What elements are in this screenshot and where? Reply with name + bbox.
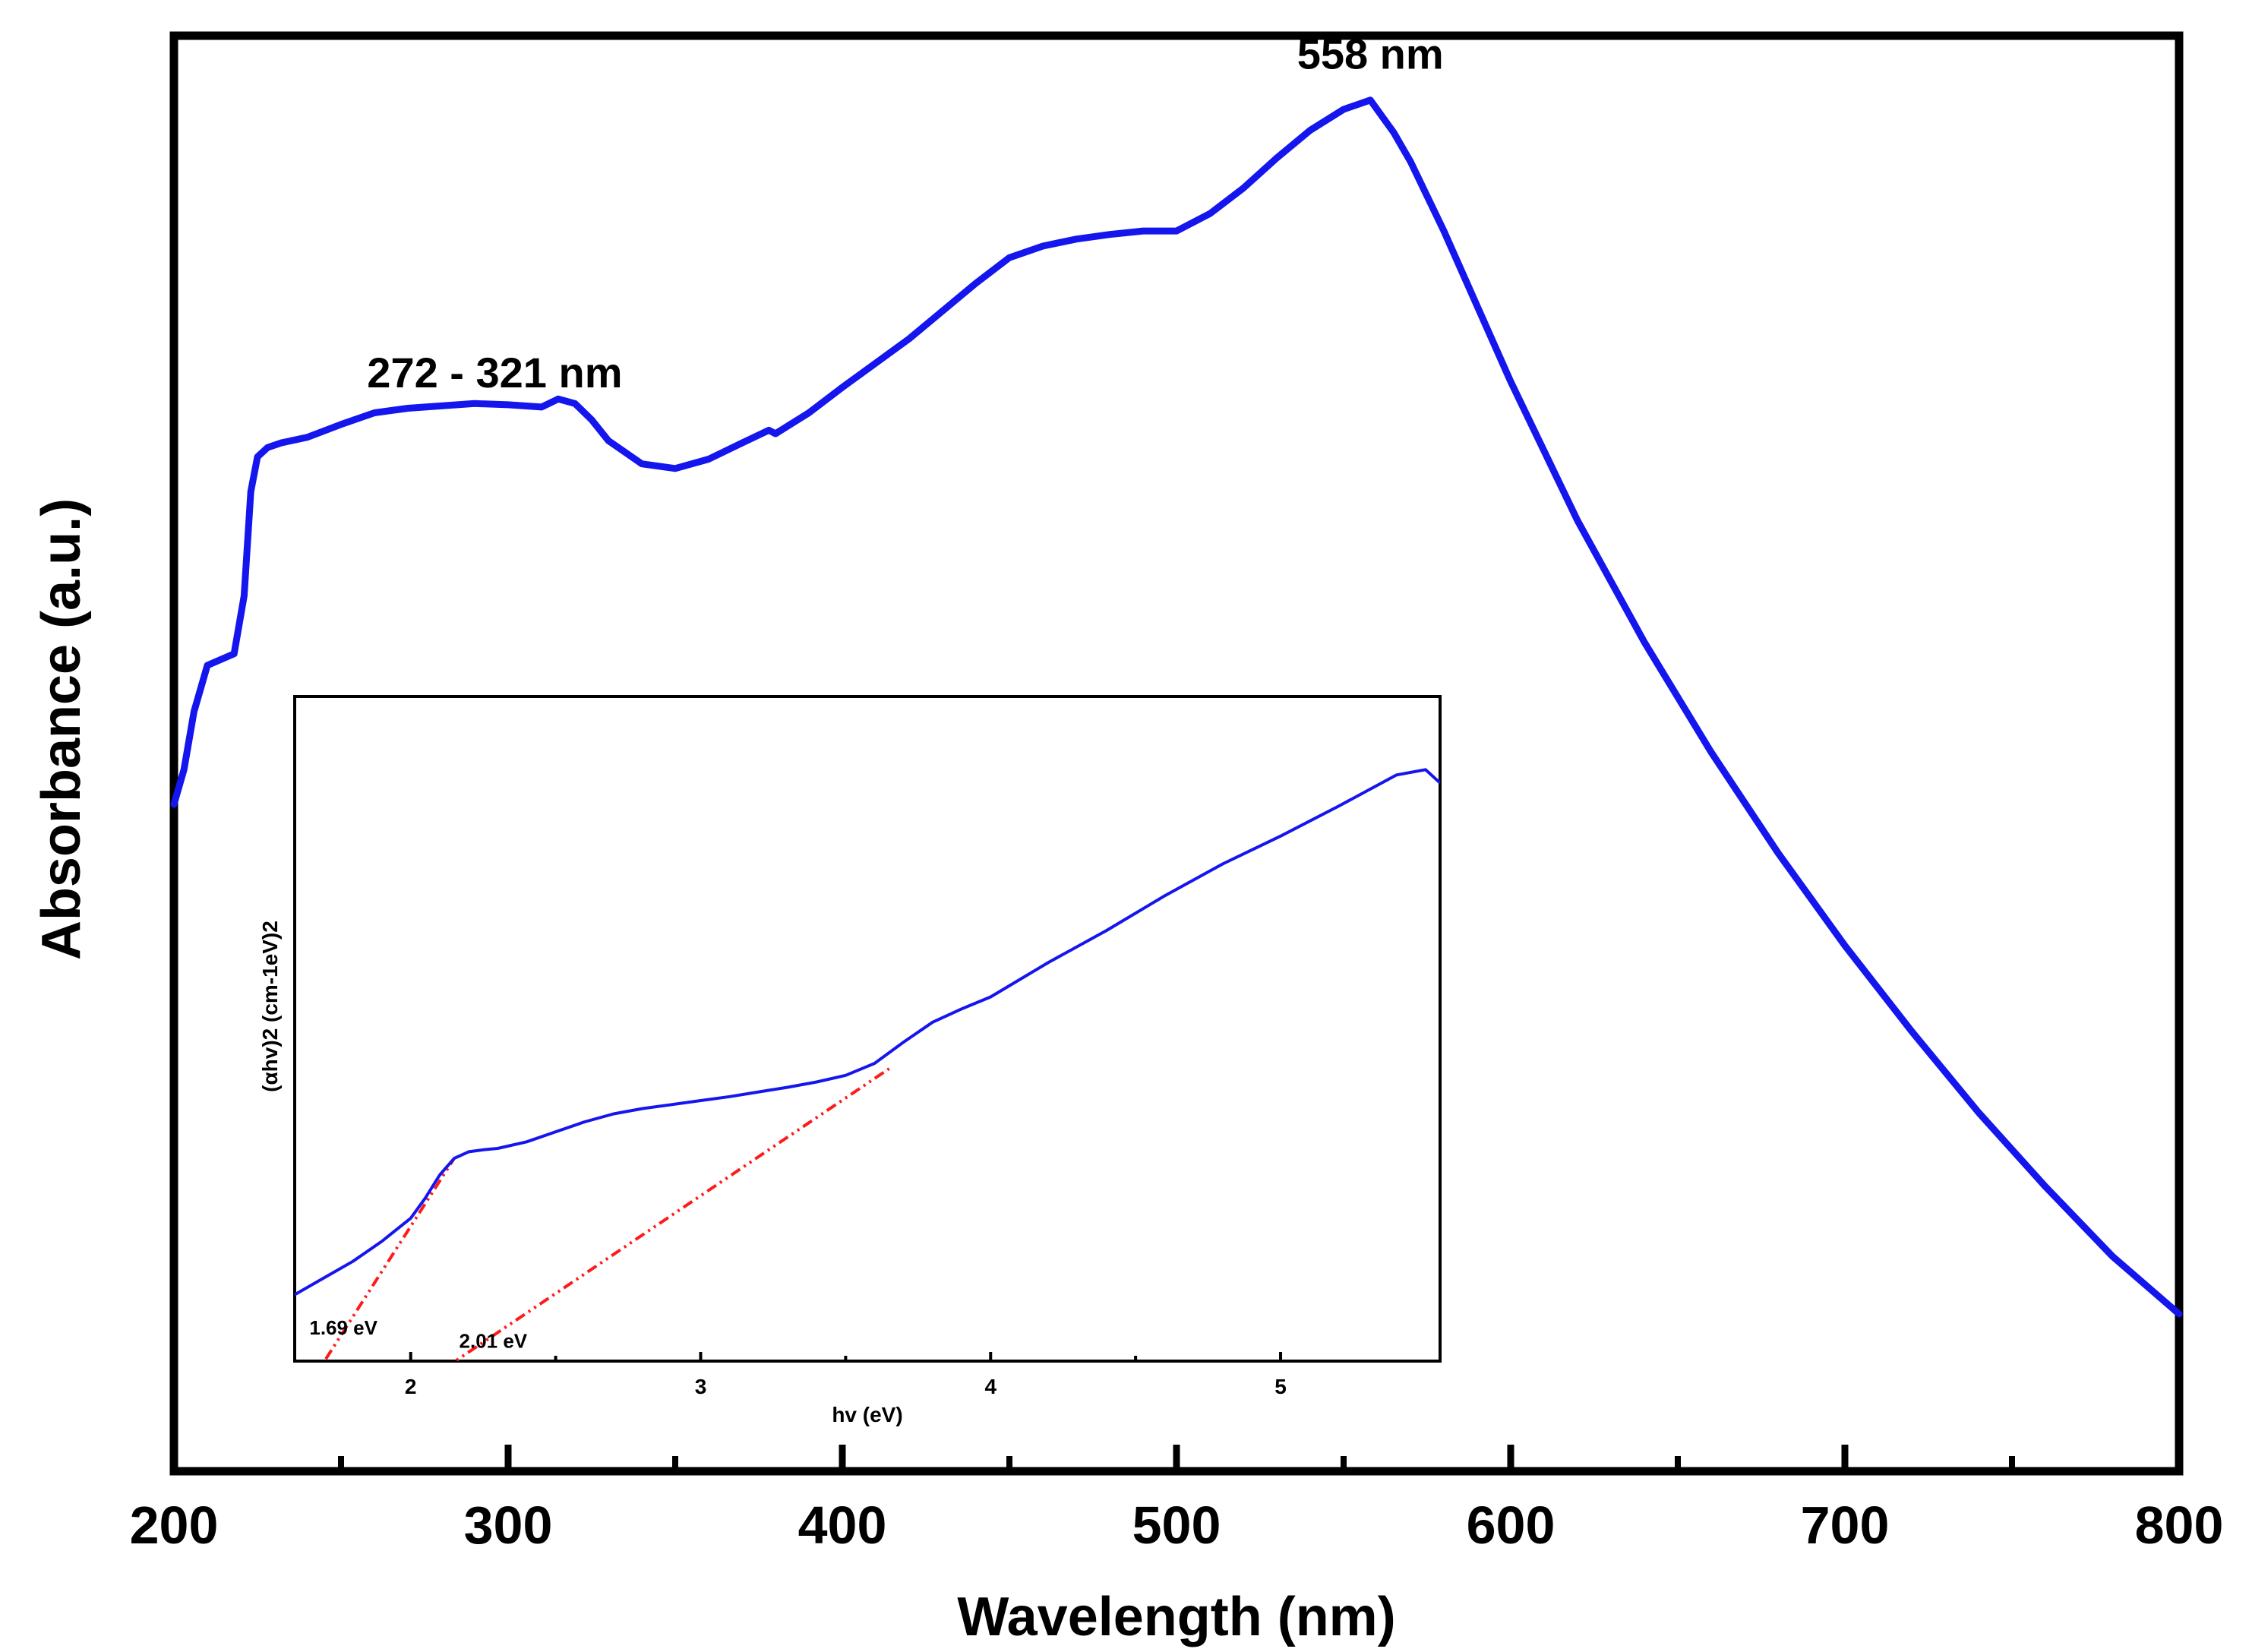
main-x-tick-label: 300 [464, 1496, 553, 1555]
absorbance-series-line [170, 96, 2183, 1318]
inset-x-tick-label: 5 [1274, 1375, 1287, 1398]
inset-x-ticks [409, 1352, 1283, 1361]
band-gap-annotation: 2.01 eV [460, 1330, 528, 1353]
main-x-tick-label: 800 [2135, 1496, 2224, 1555]
inset-x-tick-labels: 2 3 4 5 [405, 1375, 1287, 1398]
main-plot: 200 300 400 500 600 700 800 Wavelength (nm) Ab… [31, 30, 2223, 1647]
inset-x-tick-label: 4 [984, 1375, 997, 1398]
inset-x-tick-label: 3 [695, 1375, 707, 1398]
inset-x-axis-title: hv (eV) [832, 1403, 902, 1426]
peak-annotation: 272 - 321 nm [367, 349, 622, 396]
main-x-ticks [170, 1445, 2183, 1471]
main-x-tick-label: 600 [1467, 1496, 1556, 1555]
inset-x-tick-label: 2 [405, 1375, 417, 1398]
tauc-series-line [295, 768, 1440, 1297]
tauc-fit-line [322, 1158, 456, 1361]
main-x-tick-label: 400 [798, 1496, 887, 1555]
inset-plot: 2 3 4 5 hv (eV) (αhv)2 (cm-1eV)2 1.69 eV 2.0… [258, 695, 1442, 1426]
main-x-tick-label: 500 [1132, 1496, 1221, 1555]
inset-y-axis-title: (αhv)2 (cm-1eV)2 [258, 921, 282, 1092]
inset-fit-lines [322, 1067, 890, 1361]
main-x-tick-label: 700 [1801, 1496, 1890, 1555]
main-x-tick-label: 200 [130, 1496, 219, 1555]
main-annotations: 272 - 321 nm 558 nm [367, 30, 1443, 396]
band-gap-annotation: 1.69 eV [309, 1316, 377, 1339]
tauc-fit-line [452, 1067, 890, 1361]
inset-annotations: 1.69 eV 2.01 eV [309, 1316, 527, 1353]
inset-plot-frame [293, 695, 1442, 1363]
peak-annotation: 558 nm [1297, 30, 1444, 78]
main-y-axis-title: Absorbance (a.u.) [31, 498, 92, 960]
main-x-tick-labels: 200 300 400 500 600 700 800 [130, 1496, 2224, 1555]
main-x-axis-title: Wavelength (nm) [957, 1587, 1395, 1647]
